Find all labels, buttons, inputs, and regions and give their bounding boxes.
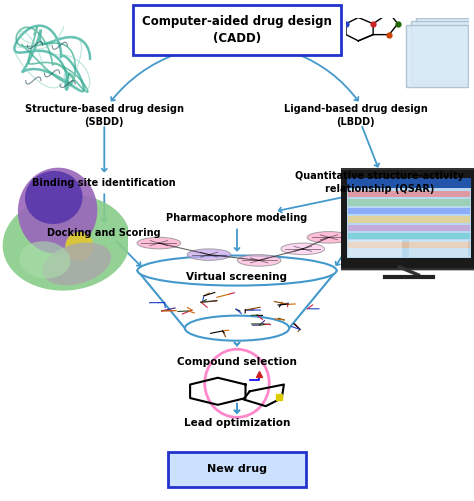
Text: Virtual screening: Virtual screening	[186, 272, 288, 282]
FancyBboxPatch shape	[133, 5, 341, 55]
Circle shape	[205, 349, 269, 417]
Text: Lead optimization: Lead optimization	[184, 418, 290, 428]
Ellipse shape	[185, 316, 289, 341]
Text: Compound selection: Compound selection	[177, 357, 297, 367]
FancyBboxPatch shape	[168, 452, 306, 487]
Text: Pharmacophore modeling: Pharmacophore modeling	[166, 213, 308, 223]
Text: Binding site identification: Binding site identification	[32, 178, 176, 188]
Text: Computer-aided drug design
(CADD): Computer-aided drug design (CADD)	[142, 15, 332, 45]
Text: Quantitative structure-activity
relationship (QSAR): Quantitative structure-activity relation…	[295, 171, 464, 194]
Ellipse shape	[137, 256, 337, 286]
Text: Structure-based drug design
(SBDD): Structure-based drug design (SBDD)	[25, 104, 184, 127]
Text: New drug: New drug	[207, 464, 267, 474]
Text: Docking and Scoring: Docking and Scoring	[47, 228, 161, 238]
Text: Ligand-based drug design
(LBDD): Ligand-based drug design (LBDD)	[283, 104, 428, 127]
